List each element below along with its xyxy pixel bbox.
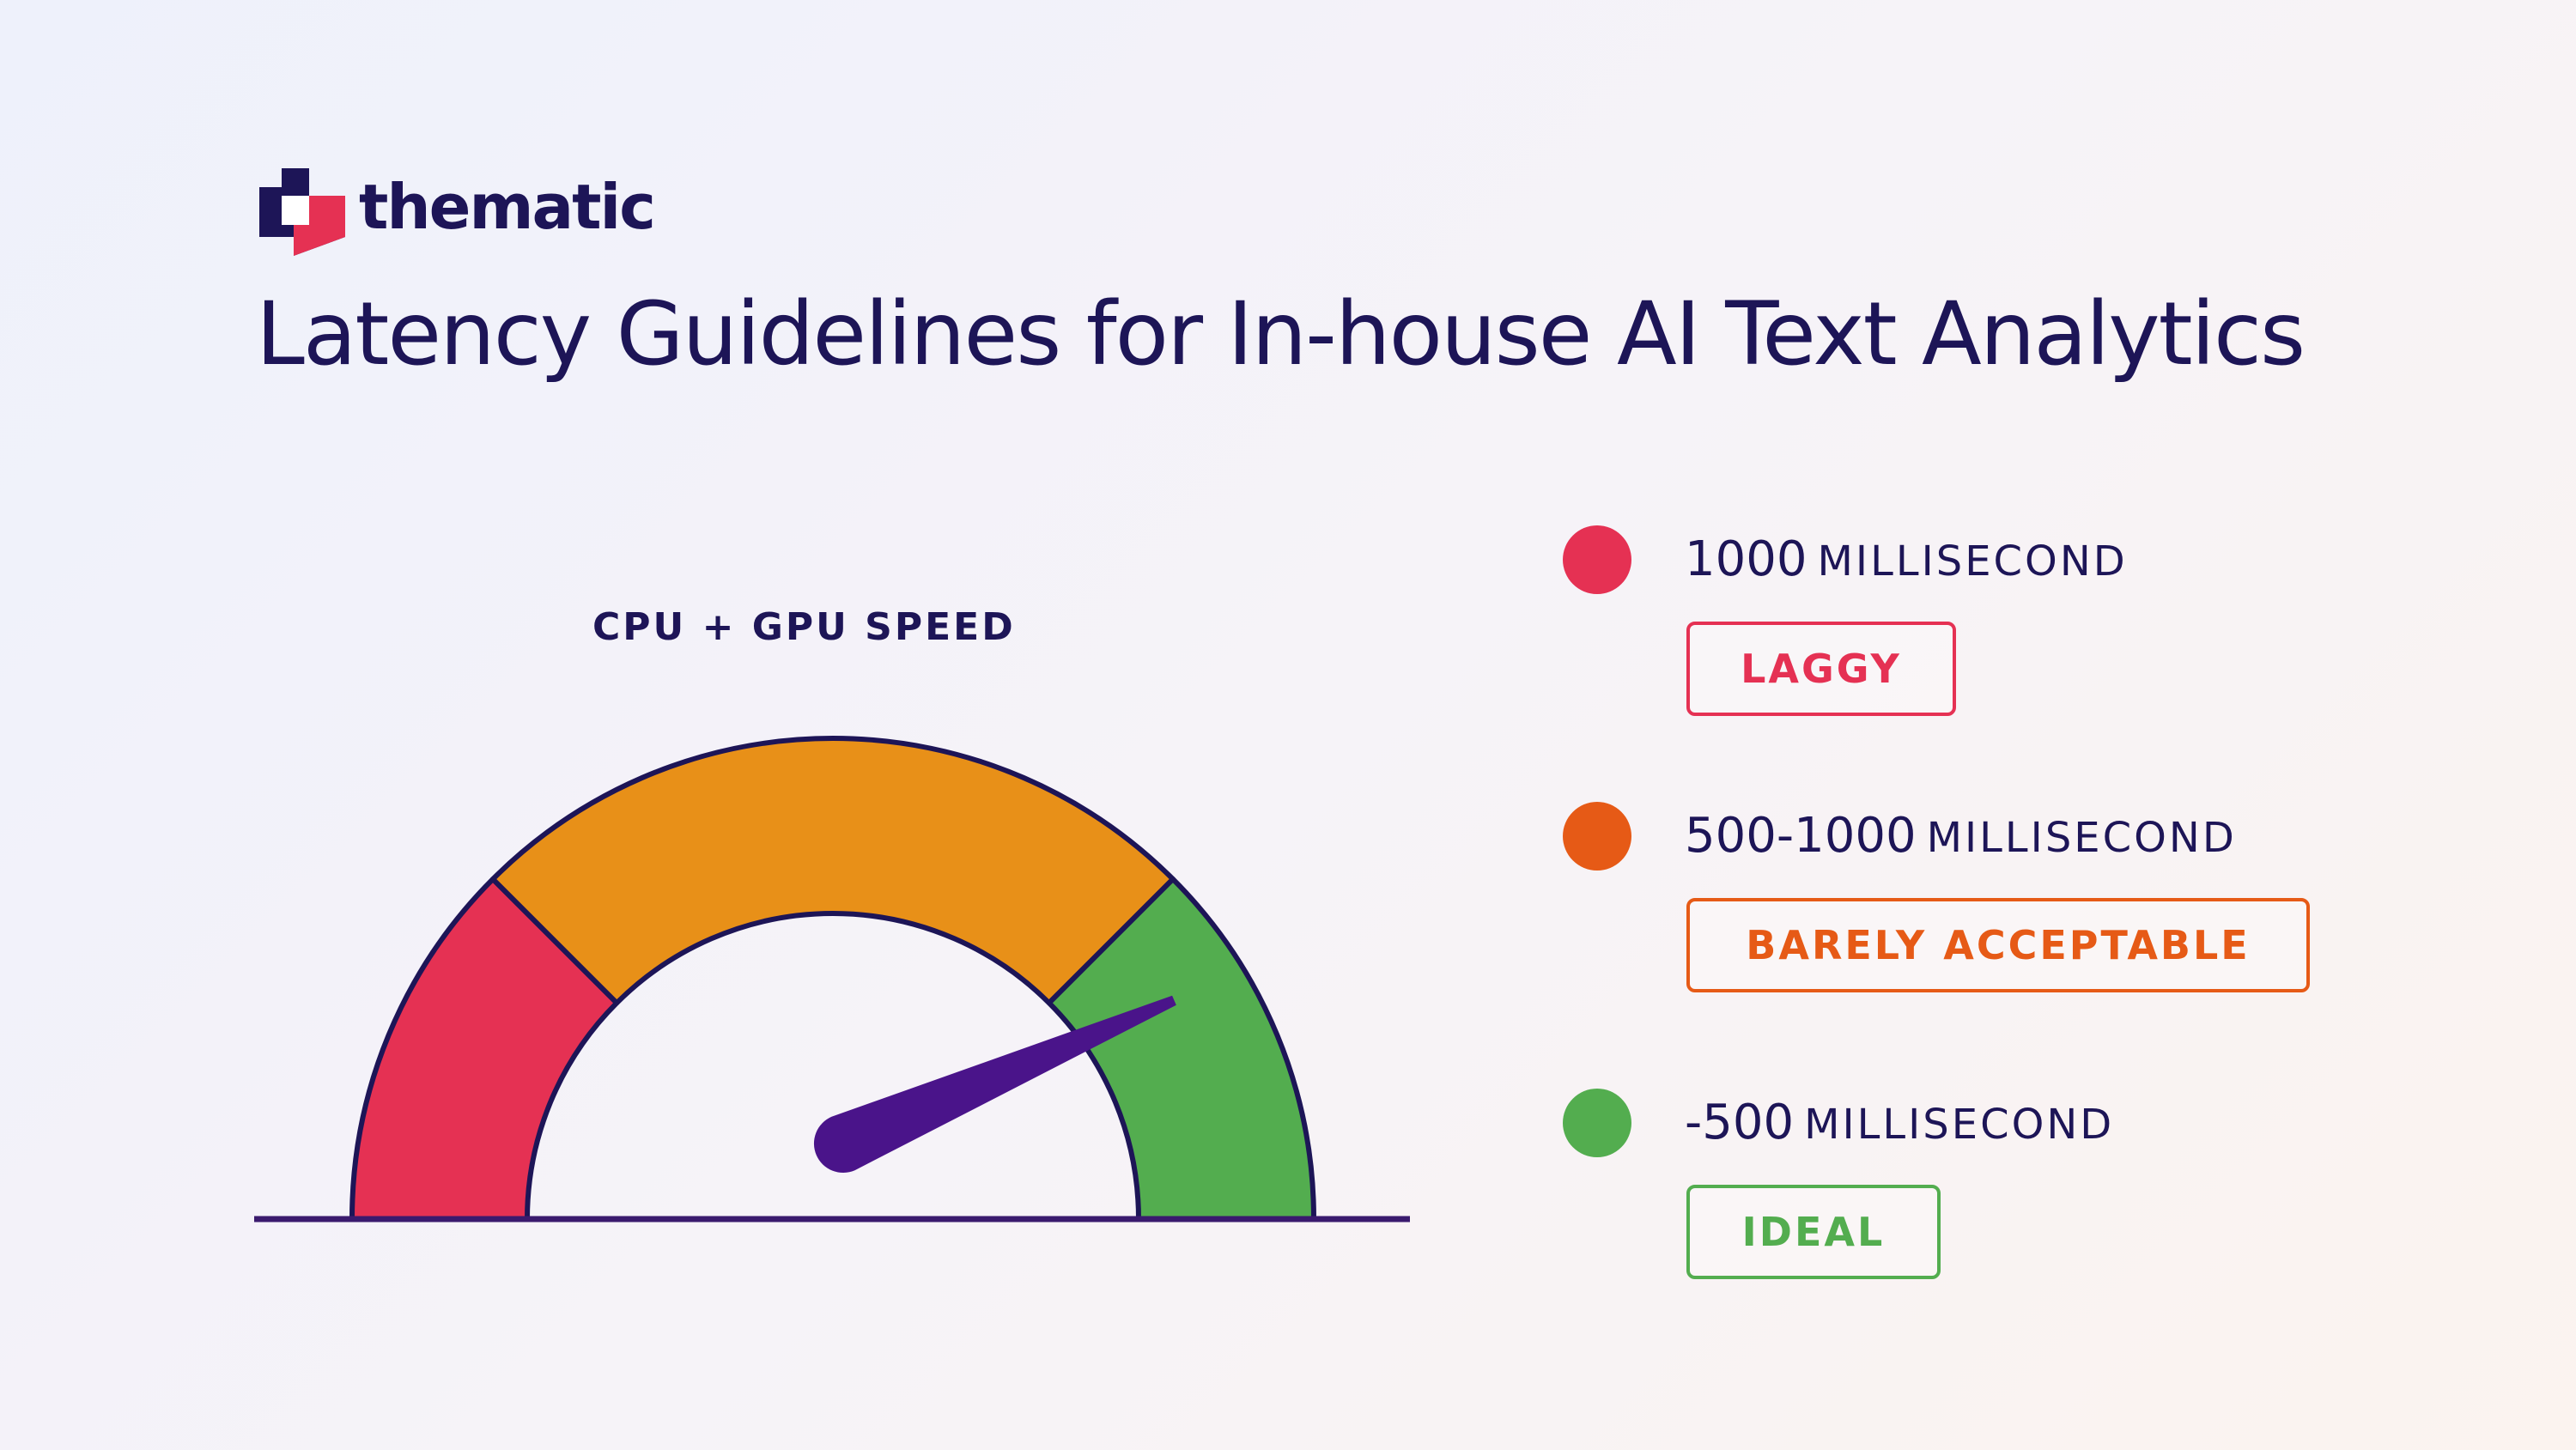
latency-range: 500-1000 MILLISECOND (1685, 808, 2237, 864)
status-badge: BARELY ACCEPTABLE (1686, 898, 2310, 992)
gauge-needle (813, 995, 1176, 1174)
page-title: Latency Guidelines for In-house AI Text … (256, 283, 2306, 385)
status-badge: IDEAL (1686, 1185, 1941, 1279)
status-dot (1563, 525, 1631, 594)
latency-unit: MILLISECOND (1804, 1101, 2115, 1149)
gauge-label: CPU + GPU SPEED (592, 605, 1016, 649)
latency-value: 500-1000 (1685, 808, 1917, 864)
gauge-segment-ideal (1046, 877, 1316, 1222)
thematic-logo-icon (259, 168, 345, 256)
status-badge: LAGGY (1686, 622, 1956, 716)
brand-name: thematic (359, 171, 656, 243)
latency-unit: MILLISECOND (1817, 537, 2128, 585)
gauge-segment-laggy (349, 877, 620, 1222)
latency-unit: MILLISECOND (1926, 814, 2237, 862)
status-dot (1563, 1089, 1631, 1157)
latency-range: -500 MILLISECOND (1685, 1095, 2114, 1150)
gauge-segment-barely-acceptable (490, 736, 1176, 1006)
logo (259, 168, 347, 256)
latency-value: 1000 (1685, 531, 1807, 587)
latency-range: 1000 MILLISECOND (1685, 531, 2128, 587)
status-dot (1563, 802, 1631, 871)
latency-value: -500 (1685, 1095, 1795, 1150)
